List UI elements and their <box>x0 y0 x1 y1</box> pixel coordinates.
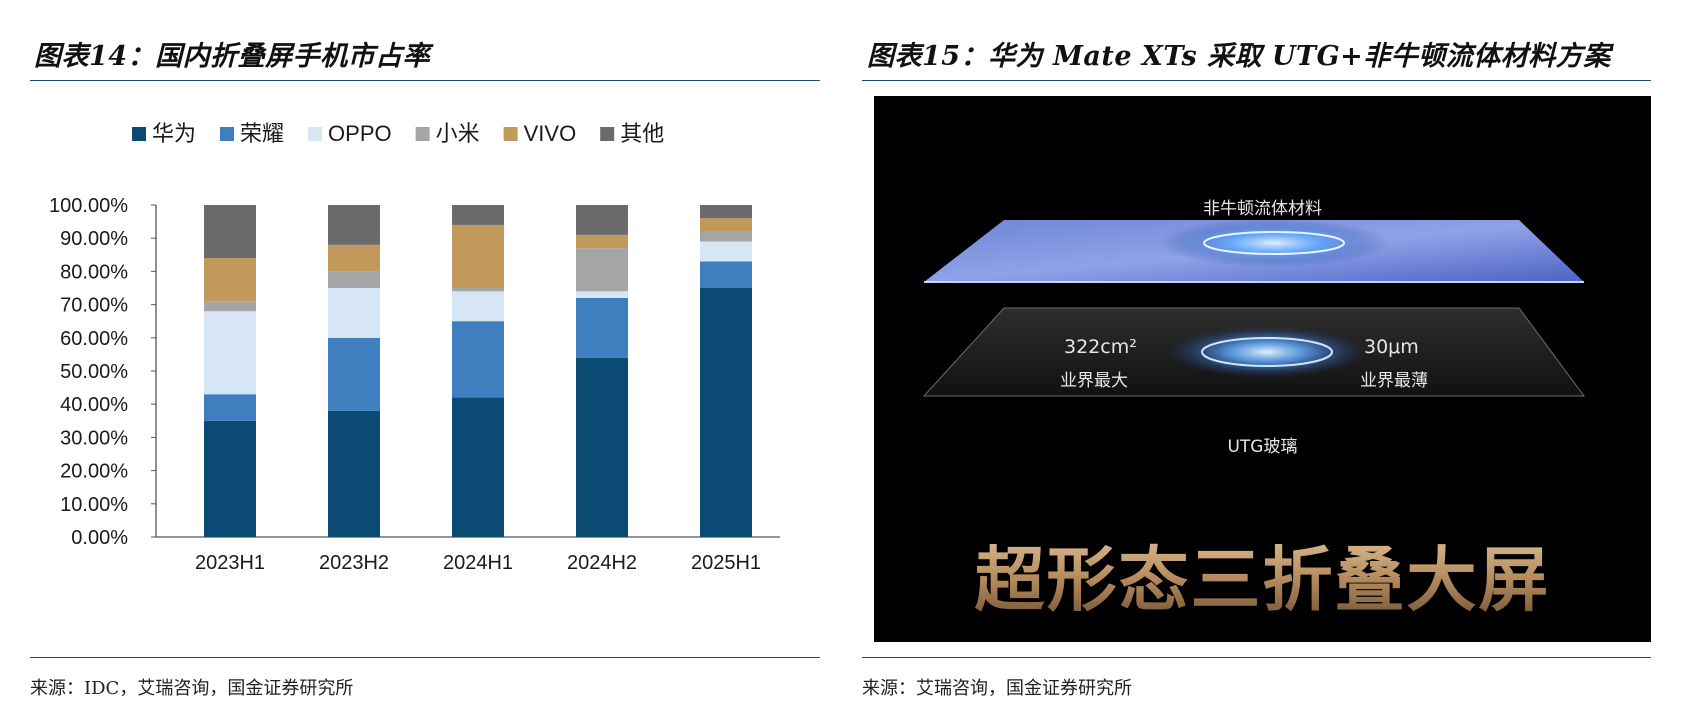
legend-swatch <box>132 127 146 141</box>
legend-swatch <box>220 127 235 141</box>
bar-segment <box>700 218 752 232</box>
legend-swatch <box>503 127 518 141</box>
x-tick-label: 2025H1 <box>691 552 761 574</box>
bar-segment <box>576 248 628 292</box>
y-tick-label: 90.00% <box>60 228 128 250</box>
x-tick-label: 2023H2 <box>319 552 389 574</box>
bar-segment <box>452 397 504 537</box>
bar-segment <box>204 311 256 395</box>
bar-segment <box>204 258 256 302</box>
bar-segment <box>576 357 628 537</box>
chart-source-note: 来源：IDC，艾瑞咨询，国金证券研究所 <box>30 678 354 699</box>
legend-label: VIVO <box>524 121 577 146</box>
bar-segment <box>452 291 504 322</box>
bottom-layer-label: UTG玻璃 <box>1227 437 1298 457</box>
image-source-note: 来源：艾瑞咨询，国金证券研究所 <box>862 678 1132 699</box>
bar-segment <box>700 241 752 262</box>
slogan-text: 超形态三折叠大屏 <box>874 524 1651 625</box>
legend-label: 荣耀 <box>240 121 284 146</box>
legend-swatch <box>308 127 323 141</box>
y-tick-label: 30.00% <box>60 427 128 449</box>
legend-label: 华为 <box>152 121 196 146</box>
y-tick-label: 50.00% <box>60 361 128 383</box>
bar-segment <box>700 231 752 242</box>
layer-diagram <box>922 219 1585 397</box>
bar-segment <box>700 205 752 219</box>
y-tick-label: 20.00% <box>60 461 128 483</box>
bottom-glow-ring <box>1167 326 1367 378</box>
bar-segment <box>576 234 628 249</box>
bar-segment <box>204 394 256 421</box>
utg-material-illustration: 非牛顿流体材料 322cm² 业界最大 30μm 业界最薄 UTG玻璃 超形态三… <box>874 96 1651 642</box>
bar-segment <box>576 205 628 235</box>
y-tick-label: 80.00% <box>60 261 128 283</box>
title-divider-left <box>30 80 820 81</box>
thickness-caption: 业界最薄 <box>1360 371 1428 391</box>
bar-segment <box>328 288 380 338</box>
bar-segment <box>328 205 380 245</box>
bar-segment <box>700 261 752 288</box>
y-tick-label: 40.00% <box>60 394 128 416</box>
y-tick-label: 70.00% <box>60 295 128 317</box>
x-tick-label: 2024H2 <box>567 552 637 574</box>
top-layer-label: 非牛顿流体材料 <box>1203 199 1322 219</box>
y-tick-label: 10.00% <box>60 494 128 516</box>
bar-segment <box>204 420 256 537</box>
legend-swatch <box>600 127 615 141</box>
bar-segment <box>204 301 256 312</box>
source-divider-left <box>30 657 820 658</box>
legend-label: 小米 <box>436 121 480 146</box>
x-tick-label: 2024H1 <box>443 552 513 574</box>
y-tick-label: 100.00% <box>49 195 128 217</box>
bar-segment <box>204 205 256 259</box>
y-tick-label: 0.00% <box>71 527 128 549</box>
legend-label: OPPO <box>328 121 392 146</box>
bar-segment <box>328 271 380 288</box>
bar-segment <box>576 291 628 298</box>
image-figure-title: 图表15：华为 Mate XTs 采取 UTG+非牛顿流体材料方案 <box>867 41 1611 72</box>
bottom-inner-ring <box>1201 337 1333 367</box>
x-tick-label: 2023H1 <box>195 552 265 574</box>
top-glow-ring <box>1159 219 1389 267</box>
bar-segment <box>452 288 504 292</box>
bar-segment <box>700 288 752 537</box>
bar-segment <box>328 244 380 272</box>
area-caption: 业界最大 <box>1060 371 1128 391</box>
source-divider-right <box>862 657 1651 658</box>
thickness-value: 30μm <box>1364 336 1419 358</box>
bar-segment <box>328 337 380 411</box>
bar-segment <box>328 410 380 537</box>
chart-figure-title: 图表14：国内折叠屏手机市占率 <box>34 41 431 72</box>
legend-swatch <box>415 127 430 141</box>
legend-label: 其他 <box>620 121 664 146</box>
bar-segment <box>452 224 504 288</box>
bar-segment <box>452 321 504 398</box>
area-value: 322cm² <box>1064 336 1137 358</box>
top-inner-ring <box>1203 231 1345 255</box>
bar-segment <box>452 205 504 225</box>
bar-segment <box>576 297 628 358</box>
y-tick-label: 60.00% <box>60 328 128 350</box>
market-share-chart: 华为 荣耀 OPPO 小米 VIVO 其他 100.00% 90.00% 80.00% 70.00… <box>49 121 780 574</box>
title-divider-right <box>862 80 1651 81</box>
